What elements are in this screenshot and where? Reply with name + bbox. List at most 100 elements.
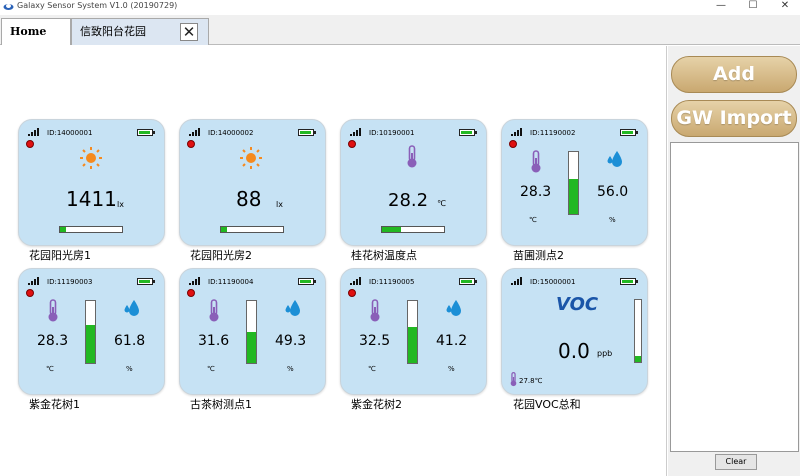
humidity-bar: [407, 300, 418, 364]
status-dot: [348, 140, 356, 148]
humidity-unit: %: [287, 365, 294, 373]
battery-icon: [620, 278, 636, 285]
sensor-card[interactable]: ID:10190001 28.2 ℃: [340, 119, 487, 246]
voc-bar: [634, 299, 642, 363]
sensor-card[interactable]: ID:11190002 28.3 56.0 ℃ %: [501, 119, 648, 246]
light-value: 88: [236, 187, 262, 211]
droplet-icon: [124, 300, 139, 316]
sensor-card[interactable]: ID:11190005 32.5 41.2 ℃ %: [340, 268, 487, 395]
sensor-card[interactable]: ID:14000001 1411 lx: [18, 119, 165, 246]
temperature-unit: ℃: [368, 365, 376, 373]
signal-icon: [350, 277, 361, 285]
humidity-bar: [246, 300, 257, 364]
light-unit: lx: [276, 200, 283, 209]
add-button[interactable]: Add: [671, 56, 797, 93]
battery-icon: [459, 129, 475, 136]
device-id: ID:11190005: [369, 278, 415, 286]
status-dot: [348, 289, 356, 297]
log-list[interactable]: [670, 142, 799, 452]
voc-unit: ppb: [597, 349, 613, 358]
sun-icon: [80, 147, 102, 169]
temperature-unit: ℃: [207, 365, 215, 373]
humidity-bar-fill: [408, 327, 417, 363]
battery-tip: [636, 280, 638, 283]
battery-tip: [314, 131, 316, 134]
sensor-caption: 紫金花树2: [351, 398, 402, 411]
clear-button[interactable]: Clear: [715, 454, 757, 470]
light-unit: lx: [117, 200, 124, 209]
signal-icon: [511, 277, 522, 285]
app-logo-icon: [3, 4, 14, 10]
humidity-unit: %: [448, 365, 455, 373]
droplet-icon: [446, 300, 461, 316]
sun-icon: [240, 147, 262, 169]
ambient-temperature: 27.8℃: [519, 377, 543, 385]
temperature-unit: ℃: [529, 216, 537, 224]
humidity-value: 41.2: [436, 333, 468, 349]
close-tab-button[interactable]: ✕: [180, 23, 198, 41]
battery-tip: [153, 131, 155, 134]
temperature-value: 28.3: [520, 184, 552, 200]
signal-icon: [28, 128, 39, 136]
temperature-value: 28.3: [37, 333, 69, 349]
signal-icon: [511, 128, 522, 136]
humidity-value: 49.3: [275, 333, 307, 349]
window-title: Galaxy Sensor System V1.0 (20190729): [17, 1, 178, 10]
minimize-button[interactable]: —: [716, 0, 726, 11]
voc-bar-fill: [635, 355, 641, 362]
thermometer-icon: [510, 372, 517, 387]
device-id: ID:11190002: [530, 129, 576, 137]
status-dot: [26, 140, 34, 148]
level-bar-fill: [221, 227, 228, 232]
status-dot: [509, 140, 517, 148]
signal-icon: [28, 277, 39, 285]
battery-tip: [636, 131, 638, 134]
droplet-icon: [285, 300, 300, 316]
battery-icon: [298, 278, 314, 285]
thermometer-icon: [209, 299, 219, 322]
device-id: ID:14000002: [208, 129, 254, 137]
close-window-button[interactable]: ✕: [780, 0, 790, 11]
signal-icon: [189, 277, 200, 285]
humidity-bar-fill: [247, 332, 256, 363]
tab-bar: Home 信致阳台花园 ✕: [0, 15, 800, 45]
sensor-caption: 苗圃测点2: [513, 249, 564, 262]
device-id: ID:11190003: [47, 278, 93, 286]
temperature-unit: ℃: [437, 199, 446, 208]
sensor-card[interactable]: ID:15000001 VOC 0.0 ppb 27.8℃: [501, 268, 648, 395]
sensor-card[interactable]: ID:11190004 31.6 49.3 ℃ %: [179, 268, 326, 395]
level-bar: [220, 226, 284, 233]
title-bar: Galaxy Sensor System V1.0 (20190729) — ☐…: [0, 0, 800, 14]
temperature-value: 32.5: [359, 333, 391, 349]
humidity-value: 56.0: [597, 184, 629, 200]
device-id: ID:10190001: [369, 129, 415, 137]
temperature-value: 28.2: [388, 190, 429, 211]
tab-home[interactable]: Home: [1, 18, 71, 45]
status-dot: [26, 289, 34, 297]
battery-icon: [620, 129, 636, 136]
sensor-caption: 紫金花树1: [29, 398, 80, 411]
level-bar-fill: [382, 227, 401, 232]
level-bar: [381, 226, 445, 233]
voc-value: 0.0: [558, 339, 590, 363]
level-bar: [59, 226, 123, 233]
humidity-value: 61.8: [114, 333, 146, 349]
level-bar-fill: [60, 227, 67, 232]
battery-icon: [137, 278, 153, 285]
sensor-card[interactable]: ID:14000002 88 lx: [179, 119, 326, 246]
thermometer-icon: [370, 299, 380, 322]
sensor-card[interactable]: ID:11190003 28.3 61.8 ℃ %: [18, 268, 165, 395]
battery-icon: [298, 129, 314, 136]
humidity-bar-fill: [569, 179, 578, 214]
device-id: ID:15000001: [530, 278, 576, 286]
droplet-icon: [607, 151, 622, 167]
temperature-unit: ℃: [46, 365, 54, 373]
status-dot: [187, 140, 195, 148]
thermometer-icon: [407, 145, 417, 168]
maximize-button[interactable]: ☐: [748, 0, 758, 11]
gw-import-button[interactable]: GW Import: [671, 100, 797, 137]
tab-garden-label: 信致阳台花园: [80, 25, 146, 38]
sensor-caption: 桂花树温度点: [351, 249, 417, 262]
sensor-caption: 花园阳光房2: [190, 249, 252, 262]
tab-garden[interactable]: 信致阳台花园 ✕: [71, 18, 209, 45]
